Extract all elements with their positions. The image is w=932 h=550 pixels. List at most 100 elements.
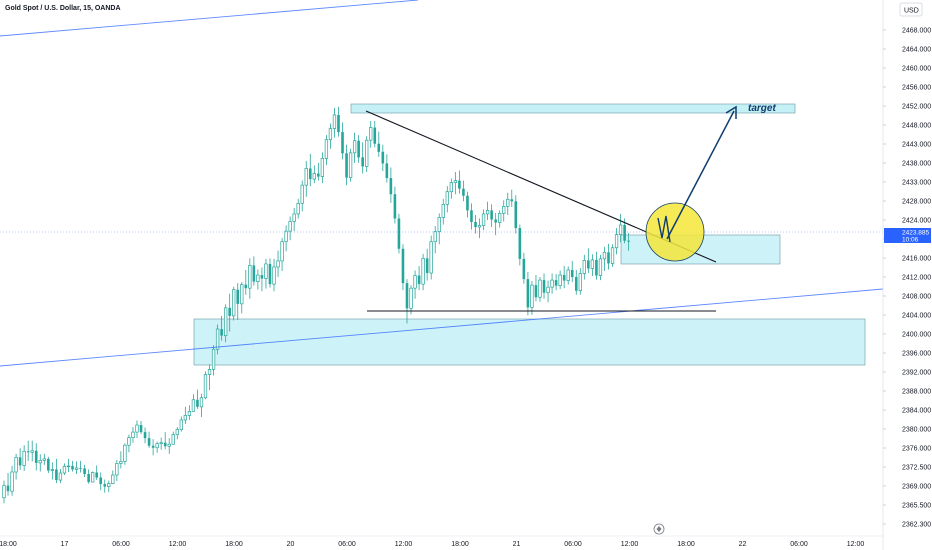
candle-down	[79, 467, 82, 469]
candle-up	[369, 127, 373, 141]
candle-up	[538, 279, 542, 298]
candle-up	[453, 180, 458, 183]
candle-up	[240, 284, 244, 305]
candle-up	[546, 286, 550, 294]
price-tick-label: 2369.000	[902, 484, 931, 491]
candle-down	[196, 399, 199, 407]
support-zone	[193, 318, 866, 366]
candle-up	[248, 265, 252, 289]
candle-down	[373, 127, 377, 144]
candle-up	[203, 374, 208, 399]
candle-down	[494, 219, 497, 223]
candle-up	[566, 269, 570, 281]
time-tick-label: 06:00	[112, 541, 130, 548]
currency-button[interactable]: USD	[899, 2, 923, 17]
time-tick-label: 12:00	[847, 541, 865, 548]
price-tick-label: 2438.000	[902, 161, 931, 168]
tradingview-icon	[653, 523, 665, 535]
candle-down	[490, 210, 493, 220]
time-tick-label: 06:00	[564, 541, 582, 548]
candle-up	[284, 230, 288, 243]
candle-down	[99, 477, 103, 485]
time-tick-label: 12:00	[621, 541, 639, 548]
candle-up	[211, 348, 216, 370]
price-tick-label: 2396.000	[902, 351, 931, 358]
candle-up	[578, 273, 582, 292]
price-tick-label: 2372.500	[902, 465, 931, 472]
candle-down	[526, 279, 530, 308]
candle-down	[570, 269, 574, 278]
price-tick-label: 2424.000	[902, 218, 931, 225]
candle-down	[139, 425, 143, 433]
candle-up	[328, 128, 333, 141]
candle-up	[66, 465, 71, 468]
candle-down	[163, 442, 167, 447]
price-tick-label: 2468.000	[902, 28, 931, 35]
candle-up	[224, 307, 228, 336]
candle-up	[131, 431, 135, 438]
time-tick-label: 18:00	[451, 541, 469, 548]
candle-up	[183, 415, 188, 421]
candle-down	[308, 168, 312, 180]
candle-down	[228, 307, 231, 316]
candle-up	[598, 258, 603, 276]
candle-up	[429, 241, 433, 274]
candle-up	[409, 287, 413, 309]
candle-up	[179, 419, 183, 430]
candle-up	[590, 259, 595, 269]
candle-up	[445, 191, 449, 205]
candle-up	[264, 263, 268, 279]
candle-down	[466, 195, 469, 211]
currency-button-frame	[899, 2, 923, 17]
time-tick-label: 22	[739, 541, 747, 548]
candle-down	[377, 143, 381, 152]
time-tick-label: 12:00	[169, 541, 187, 548]
price-axis[interactable]: 2468.000 2464.000 2460.000 2456.000 2452.000…	[882, 0, 932, 550]
candle-down	[623, 225, 626, 241]
price-tick-label: 2380.000	[902, 427, 931, 434]
candle-up	[610, 247, 615, 264]
candle-down	[514, 201, 518, 229]
candle-down	[397, 218, 401, 249]
time-tick-label: 18:00	[0, 541, 17, 548]
time-tick-label: 06:00	[338, 541, 356, 548]
candle-up	[207, 369, 212, 375]
candle-up	[550, 279, 554, 288]
candle-up	[232, 289, 236, 317]
candle-down	[627, 240, 630, 242]
candle-down	[405, 283, 409, 309]
candle-up	[296, 202, 300, 215]
time-tick-label: 18:00	[677, 541, 695, 548]
candle-up	[332, 114, 337, 129]
price-tick-label: 2404.000	[902, 313, 931, 320]
price-tick-label: 2428.000	[902, 199, 931, 206]
price-tick-label: 2464.000	[902, 47, 931, 54]
candle-up	[506, 198, 510, 207]
candle-up	[582, 260, 586, 274]
candle-up	[62, 466, 67, 474]
time-tick-label: 17	[61, 541, 69, 548]
candle-up	[123, 444, 127, 462]
candle-up	[280, 241, 284, 262]
candle-down	[55, 469, 58, 481]
price-tick-label: 2408.000	[902, 294, 931, 301]
candle-up	[502, 206, 506, 214]
price-tick-label: 2412.000	[902, 275, 931, 282]
candle-up	[437, 217, 441, 232]
candle-down	[554, 280, 558, 286]
candle-down	[595, 259, 598, 276]
candle-down	[393, 194, 397, 219]
time-axis[interactable]: 18:00 17 06:00 12:00 18:00 20 06:00 12:00 18:00 2…	[0, 535, 883, 548]
candle-down	[236, 289, 240, 304]
currency-label: USD	[904, 8, 919, 15]
candle-up	[171, 434, 175, 445]
price-tick-label: 2448.000	[902, 123, 931, 130]
candle-down	[385, 163, 389, 179]
candle-down	[345, 153, 348, 178]
candle-down	[417, 275, 421, 285]
candle-up	[288, 221, 292, 232]
candle-down	[574, 277, 578, 291]
price-tick-label: 2392.000	[902, 370, 931, 377]
candle-up	[413, 275, 417, 289]
